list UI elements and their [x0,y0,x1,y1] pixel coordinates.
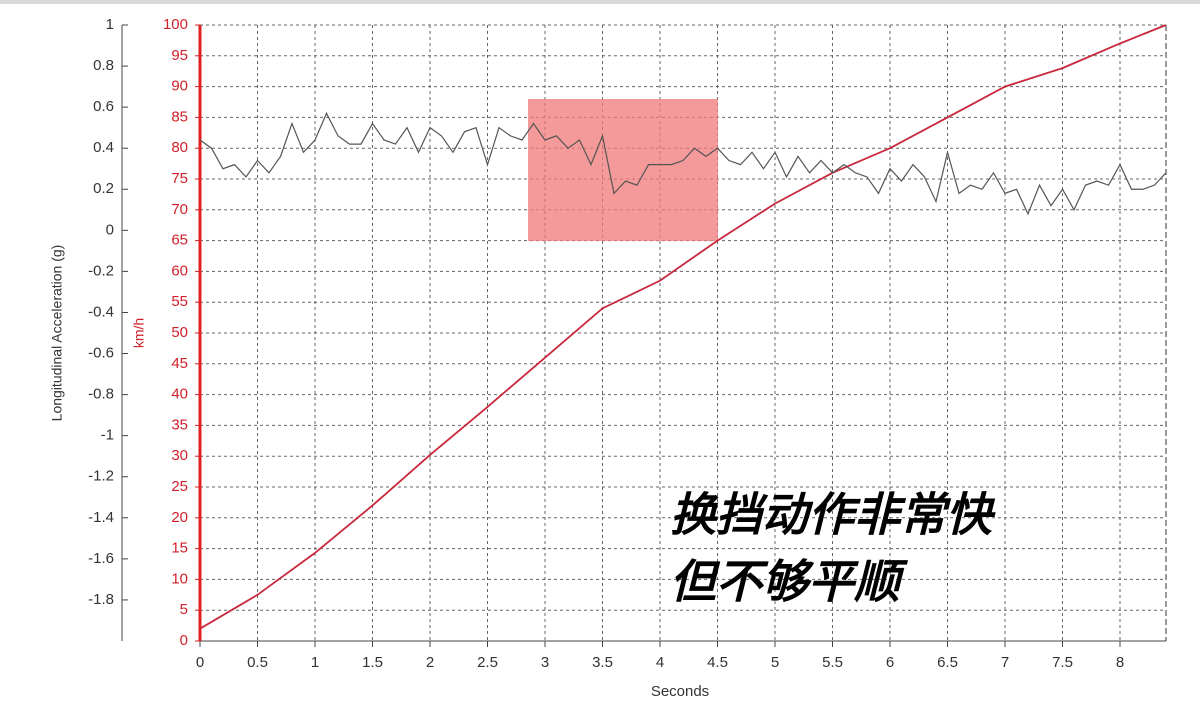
x-tick-label: 0 [196,654,204,671]
y-tick-label: 95 [171,47,188,64]
x-tick-label: 6.5 [937,654,958,671]
y-axis-title: km/h [131,318,147,348]
x-tick-label: 5 [771,654,779,671]
y2-tick-label: 0.4 [93,139,114,156]
annotation: 换挡动作非常快 [670,488,996,542]
y2-tick-label: -0.6 [88,345,114,362]
y2-tick-label: -1.6 [88,550,114,567]
y-tick-label: 50 [171,324,188,341]
y2-tick-label: 0 [106,221,114,238]
y2-tick-label: 0.8 [93,57,114,74]
y2-axis-title: Longitudinal Acceleration (g) [49,245,65,422]
y2-tick-label: -1.2 [88,468,114,485]
y2-tick-label: -1.4 [88,509,114,526]
x-tick-label: 4 [656,654,664,671]
x-tick-label: 2.5 [477,654,498,671]
x-tick-label: 3 [541,654,549,671]
x-tick-label: 7 [1001,654,1009,671]
x-tick-label: 8 [1116,654,1124,671]
y2-tick-label: -0.2 [88,262,114,279]
y2-tick-label: -0.8 [88,386,114,403]
x-tick-label: 4.5 [707,654,728,671]
data-line [199,24,1167,630]
y2-tick-label: 0.6 [93,98,114,115]
x-tick-label: 0.5 [247,654,268,671]
y-tick-label: 30 [171,447,188,464]
y-tick-label: 35 [171,416,188,433]
y-tick-label: 75 [171,170,188,187]
y2-tick-label: -0.4 [88,303,114,320]
annotation: 但不够平顺 [670,555,909,609]
y-tick-label: 40 [171,386,188,403]
y-tick-label: 0 [180,632,188,649]
y2-tick-label: -1 [101,427,114,444]
x-tick-label: 5.5 [822,654,843,671]
y-tick-label: 90 [171,78,188,95]
y-tick-label: 100 [163,16,188,33]
y2-tick-label: -1.8 [88,591,114,608]
x-tick-label: 1.5 [362,654,383,671]
y-tick-label: 25 [171,478,188,495]
x-tick-label: 6 [886,654,894,671]
x-axis-title: Seconds [651,683,709,700]
x-tick-label: 2 [426,654,434,671]
y-tick-label: 55 [171,293,188,310]
y2-tick-label: 0.2 [93,180,114,197]
top-border [0,0,1200,4]
x-tick-label: 3.5 [592,654,613,671]
data-line [199,111,1167,216]
y2-tick-label: 1 [106,16,114,33]
y-tick-label: 20 [171,509,188,526]
y-tick-label: 80 [171,139,188,156]
x-tick-label: 7.5 [1052,654,1073,671]
y-tick-label: 15 [171,540,188,557]
y-tick-label: 60 [171,262,188,279]
y-tick-label: 70 [171,201,188,218]
y-tick-label: 5 [180,601,188,618]
x-tick-label: 1 [311,654,319,671]
highlight-region [528,99,718,241]
y-tick-label: 10 [171,570,188,587]
y-tick-label: 85 [171,108,188,125]
y-tick-label: 65 [171,232,188,249]
y-tick-label: 45 [171,355,188,372]
